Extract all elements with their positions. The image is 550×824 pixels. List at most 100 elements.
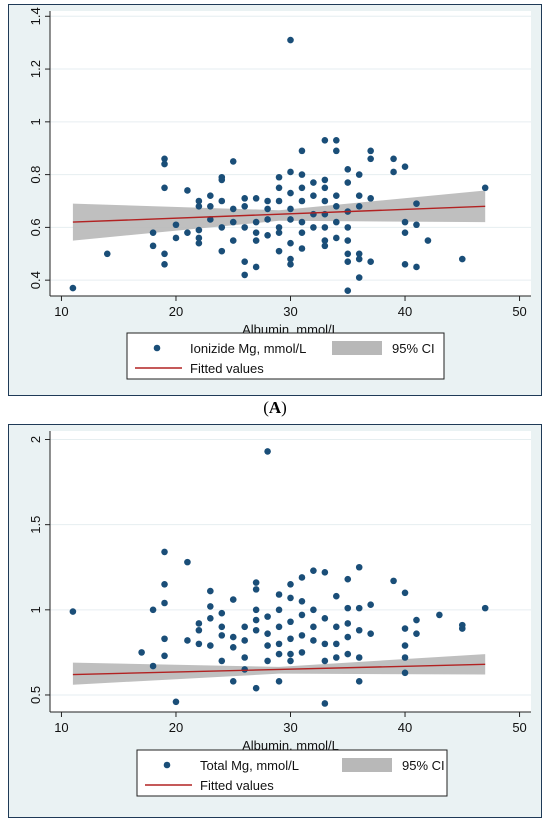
- data-point: [252, 263, 260, 271]
- data-point: [401, 589, 409, 597]
- y-tick-label: 1.4: [28, 7, 43, 25]
- y-tick-label: 0.6: [28, 218, 43, 236]
- scatter-plot-b: 0.5 1 1.5 2 10 20 30 40 50 Albumin, mmol/L Total M…: [28, 431, 531, 797]
- data-point: [333, 202, 340, 210]
- data-point: [275, 591, 283, 598]
- data-point: [103, 250, 111, 258]
- data-point: [275, 224, 283, 231]
- data-point: [458, 255, 466, 263]
- data-point: [184, 558, 191, 566]
- data-point: [333, 218, 340, 226]
- data-point: [367, 195, 374, 202]
- data-point: [287, 580, 294, 588]
- panel-a-caption: (A): [263, 398, 287, 417]
- data-point: [252, 684, 260, 692]
- data-point: [298, 197, 306, 205]
- data-point: [229, 678, 237, 685]
- data-point: [344, 604, 352, 612]
- data-point: [298, 184, 306, 192]
- data-point: [252, 229, 260, 236]
- data-point: [310, 224, 317, 231]
- data-point: [333, 654, 340, 661]
- data-point: [252, 195, 260, 202]
- data-point: [287, 261, 294, 268]
- data-point: [367, 601, 374, 609]
- data-point: [333, 640, 340, 648]
- data-point: [355, 654, 363, 661]
- x-tick-label: 20: [169, 304, 183, 319]
- x-tick-label: 10: [54, 304, 68, 319]
- chart-panel-a: 0.4 0.6 0.8 1 1.2 1.4 10 20 30 40 50 Albumin, mmol/…: [8, 4, 542, 396]
- data-point: [401, 218, 409, 226]
- data-point: [344, 166, 352, 173]
- data-point: [458, 625, 466, 632]
- data-point: [161, 652, 168, 660]
- data-point: [298, 649, 306, 656]
- data-point: [229, 218, 237, 226]
- data-point: [390, 577, 397, 585]
- data-point: [241, 666, 248, 673]
- data-point: [264, 657, 271, 665]
- data-point: [333, 592, 340, 600]
- data-point: [195, 640, 203, 648]
- data-point: [69, 284, 77, 292]
- data-point: [161, 580, 168, 588]
- y-tick-label: 0.4: [28, 271, 43, 289]
- data-point: [252, 237, 260, 244]
- data-point: [355, 171, 363, 178]
- data-point: [298, 171, 306, 178]
- data-point: [229, 158, 237, 165]
- data-point: [195, 202, 203, 210]
- data-point: [367, 147, 374, 155]
- data-point: [264, 630, 271, 637]
- data-point: [252, 606, 260, 614]
- data-point: [413, 630, 420, 637]
- data-point: [241, 623, 248, 631]
- legend-ci-swatch: [342, 758, 392, 772]
- data-point: [275, 623, 283, 631]
- x-tick-label: 20: [169, 720, 183, 735]
- data-point: [161, 599, 168, 607]
- data-point: [241, 258, 248, 265]
- data-point: [321, 137, 329, 144]
- data-point: [321, 657, 329, 665]
- y-tick-label: 1: [28, 606, 43, 613]
- legend-box: [126, 332, 445, 380]
- data-point: [207, 216, 214, 223]
- data-point: [275, 247, 283, 255]
- data-point: [252, 586, 260, 593]
- x-tick-label: 40: [398, 304, 412, 319]
- data-point: [355, 202, 363, 210]
- data-point: [344, 575, 352, 583]
- data-point: [207, 642, 214, 649]
- data-point: [298, 632, 306, 639]
- data-point: [275, 640, 283, 648]
- data-point: [229, 237, 237, 244]
- data-point: [264, 642, 271, 649]
- data-point: [413, 221, 420, 229]
- data-point: [344, 650, 352, 658]
- data-point: [298, 611, 306, 619]
- data-point: [310, 192, 317, 200]
- data-point: [195, 197, 203, 205]
- legend-point-marker: [163, 761, 171, 769]
- data-point: [298, 245, 306, 252]
- data-point: [310, 210, 317, 218]
- data-point: [390, 155, 397, 163]
- data-point: [264, 197, 271, 205]
- data-point: [298, 229, 306, 236]
- data-point: [195, 239, 203, 247]
- data-point: [344, 620, 352, 627]
- plot-area: [50, 11, 531, 296]
- y-tick-label: 1.2: [28, 60, 43, 78]
- data-point: [298, 574, 306, 581]
- data-point: [172, 221, 180, 229]
- y-tick-label: 1.5: [28, 516, 43, 534]
- legend-label-points: Total Mg, mmol/L: [200, 758, 299, 773]
- data-point: [161, 184, 168, 192]
- x-tick-label: 30: [283, 720, 297, 735]
- data-point: [436, 611, 443, 619]
- data-point: [424, 237, 432, 244]
- data-point: [321, 184, 329, 192]
- y-tick-label: 0.8: [28, 166, 43, 184]
